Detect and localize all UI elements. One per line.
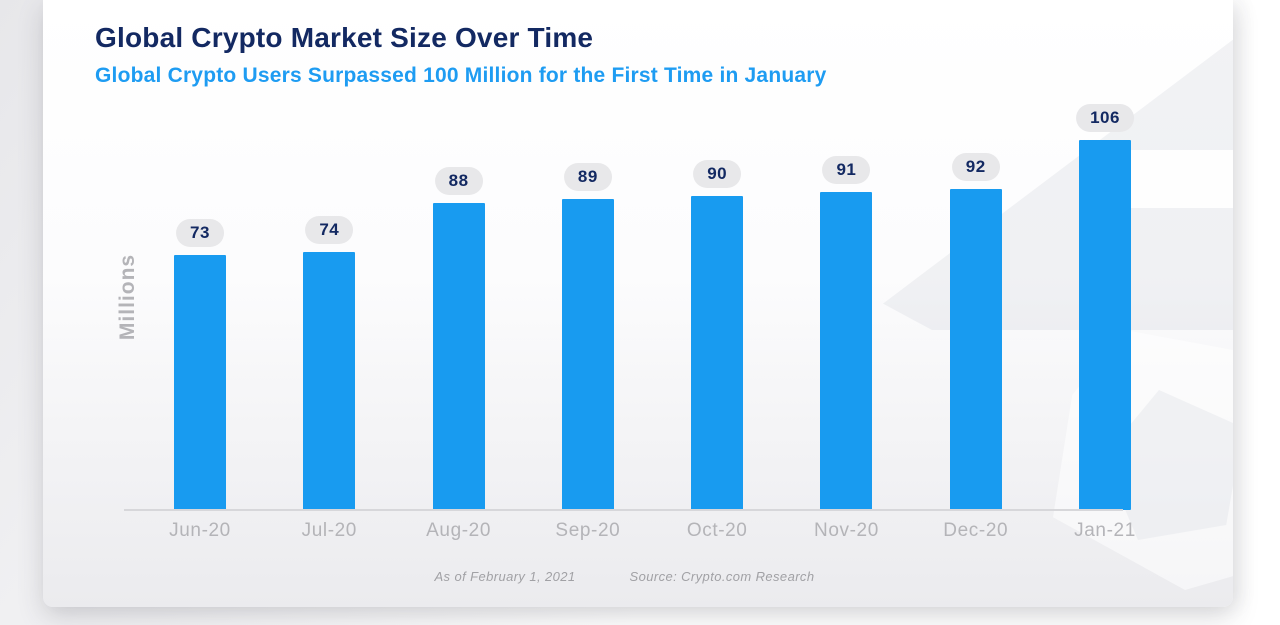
infographic-card: Global Crypto Market Size Over Time Glob… [43,0,1233,607]
bar [949,189,1002,510]
value-badge: 91 [822,156,871,184]
chart-subtitle: Global Crypto Users Surpassed 100 Millio… [95,64,827,87]
value-badge: 73 [176,219,224,247]
chart-title: Global Crypto Market Size Over Time [95,22,594,53]
footnote-row: As of February 1, 2021 Source: Crypto.co… [43,569,1233,589]
x-tick-label: Nov-20 [814,520,879,541]
bar [691,196,744,510]
bar [303,252,356,510]
x-tick-label: Aug-20 [426,520,492,541]
bar [561,199,614,510]
value-badge: 74 [305,216,354,244]
value-badge: 106 [1076,104,1134,132]
source-note: Source: Crypto.com Research [629,569,815,584]
x-tick-label: Dec-20 [943,520,1009,541]
bar [432,203,485,510]
x-tick-label: Jan-21 [1074,520,1136,541]
x-axis-line [124,509,1123,511]
x-tick-label: Jun-20 [169,520,231,541]
as-of-note: As of February 1, 2021 [434,569,576,584]
value-badge: 90 [693,160,742,188]
x-tick-label: Oct-20 [686,520,748,541]
value-badge: 88 [434,167,483,195]
x-tick-label: Sep-20 [555,520,621,541]
bar [1079,140,1132,510]
value-badge: 89 [563,163,612,191]
x-tick-label: Jul-20 [301,520,357,541]
bar [174,255,226,510]
bar-chart-plot-area: 73 Jun-20 74 Jul-20 88 Aug-20 89 Sep-20 90 Oct-20… [43,0,1233,607]
bar [820,192,873,510]
value-badge: 92 [951,153,1000,181]
